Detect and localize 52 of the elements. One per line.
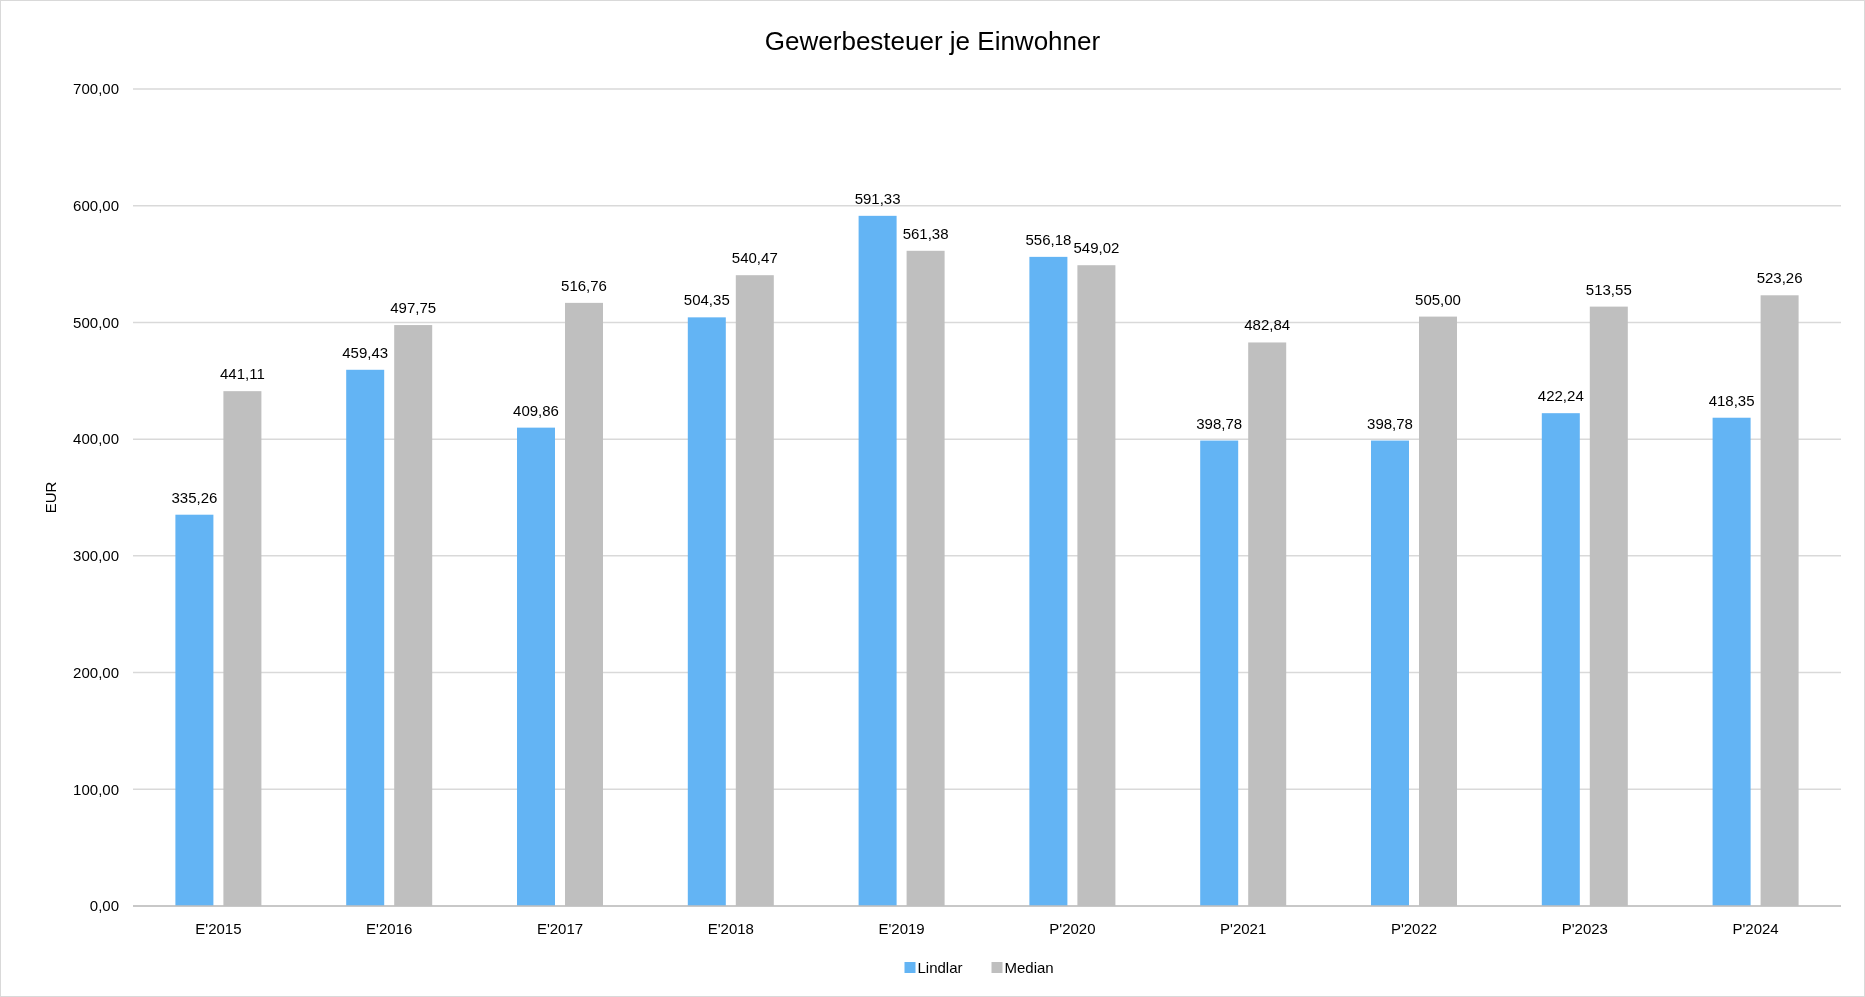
legend-label: Lindlar	[917, 959, 963, 976]
y-tick-label: 300,00	[73, 547, 119, 565]
data-label: 418,35	[1708, 391, 1755, 409]
data-label: 504,35	[683, 291, 730, 309]
y-tick-label: 700,00	[73, 80, 119, 98]
data-label: 482,84	[1244, 316, 1291, 334]
data-label: 561,38	[902, 224, 949, 242]
x-tick-label: P'2022	[1390, 920, 1438, 937]
y-tick-label: 400,00	[73, 430, 119, 448]
data-label: 497,75	[390, 299, 437, 317]
data-label: 459,43	[342, 343, 389, 361]
x-tick-label: E'2015	[195, 920, 242, 937]
data-label: 409,86	[513, 401, 559, 419]
x-tick-label: E'2016	[366, 920, 413, 937]
bar	[1371, 440, 1409, 906]
x-tick-label: P'2021	[1220, 920, 1267, 937]
y-tick-label: 500,00	[73, 313, 119, 331]
x-tick-label: E'2018	[707, 920, 754, 937]
y-tick-label: 600,00	[73, 196, 119, 214]
data-label: 556,18	[1025, 230, 1072, 248]
bar	[687, 317, 726, 906]
bar	[1200, 440, 1239, 906]
data-label: 549,02	[1073, 239, 1120, 257]
x-tick-label: E'2017	[536, 920, 584, 937]
data-label: 540,47	[731, 249, 778, 267]
bar	[858, 215, 897, 906]
data-label: 422,24	[1537, 387, 1584, 405]
bar	[1712, 417, 1751, 906]
data-label: 398,78	[1367, 414, 1413, 432]
x-tick-label: E'2019	[878, 920, 925, 937]
x-tick-label: P'2024	[1732, 920, 1779, 937]
x-tick-label: P'2020	[1049, 920, 1096, 937]
legend-label: Median	[1004, 959, 1054, 976]
y-tick-label: 200,00	[73, 663, 119, 681]
data-label: 505,00	[1415, 290, 1461, 308]
bar	[517, 427, 555, 906]
y-axis-title: EUR	[42, 481, 59, 514]
bar	[1541, 413, 1580, 906]
bar	[1029, 256, 1068, 906]
data-label: 398,78	[1196, 414, 1243, 432]
data-label: 591,33	[854, 189, 901, 207]
bar	[346, 369, 385, 906]
y-tick-label: 100,00	[73, 780, 119, 798]
x-tick-label: P'2023	[1561, 920, 1608, 937]
data-label: 516,76	[561, 276, 607, 294]
y-tick-label: 0,00	[89, 897, 119, 915]
bar	[175, 514, 214, 906]
data-label: 513,55	[1585, 280, 1632, 298]
data-label: 523,26	[1756, 269, 1803, 287]
chart-title: Gewerbesteuer je Einwohner	[764, 26, 1101, 56]
data-label: 441,11	[220, 365, 265, 383]
data-label: 335,26	[171, 488, 218, 506]
